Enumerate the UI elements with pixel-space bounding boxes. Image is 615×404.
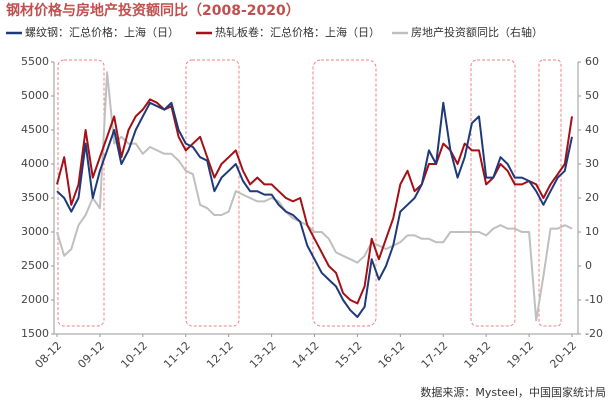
series-line [56,101,573,318]
chart-title: 钢材价格与房地产投资额同比（2008-2020） [6,2,300,19]
series-line [56,98,573,305]
y2-tick-label: 30 [585,157,599,170]
highlight-box [312,59,377,327]
x-tick-label: 15-12 [333,339,365,371]
y-tick-label: 5000 [21,89,49,102]
highlight-boxes [57,59,562,327]
x-tick-label: 20-12 [547,339,579,371]
x-tick-label: 09-12 [75,339,107,371]
x-tick-label: 14-12 [290,339,322,371]
legend-label: 热轧板卷：汇总价格：上海（日） [215,25,380,39]
y-tick-label: 1500 [21,327,49,340]
highlight-box [57,59,105,327]
y-tick-label: 3500 [21,191,49,204]
highlight-box [185,59,240,327]
x-tick-label: 18-12 [462,339,494,371]
y2-tick-label: 60 [585,55,599,68]
x-tick-label: 19-12 [505,339,537,371]
legend-label: 螺纹钢：汇总价格：上海（日） [25,25,179,39]
source-note: 数据来源：Mysteel，中国国家统计局 [420,385,606,399]
y2-tick-label: 10 [585,225,599,238]
highlight-box [538,59,562,327]
y-tick-label: 3000 [21,225,49,238]
x-tick-label: 10-12 [118,339,150,371]
y2-tick-label: -20 [585,327,603,340]
y2-tick-label: 50 [585,89,599,102]
x-tick-label: 13-12 [247,339,279,371]
x-tick-label: 08-12 [32,339,64,371]
y-tick-label: 4000 [21,157,49,170]
x-tick-label: 11-12 [161,339,193,371]
y2-tick-label: -10 [585,293,603,306]
x-tick-label: 17-12 [419,339,451,371]
y-tick-label: 2500 [21,259,49,272]
y2-tick-label: 20 [585,191,599,204]
series-line [56,71,573,322]
y-tick-label: 5500 [21,55,49,68]
y-tick-label: 2000 [21,293,49,306]
highlight-box [470,59,516,327]
x-tick-label: 12-12 [204,339,236,371]
legend-label: 房地产投资额同比（右轴） [411,25,543,39]
x-tick-label: 16-12 [376,339,408,371]
y2-tick-label: 40 [585,123,599,136]
y-tick-label: 4500 [21,123,49,136]
y2-tick-label: 0 [585,259,592,272]
